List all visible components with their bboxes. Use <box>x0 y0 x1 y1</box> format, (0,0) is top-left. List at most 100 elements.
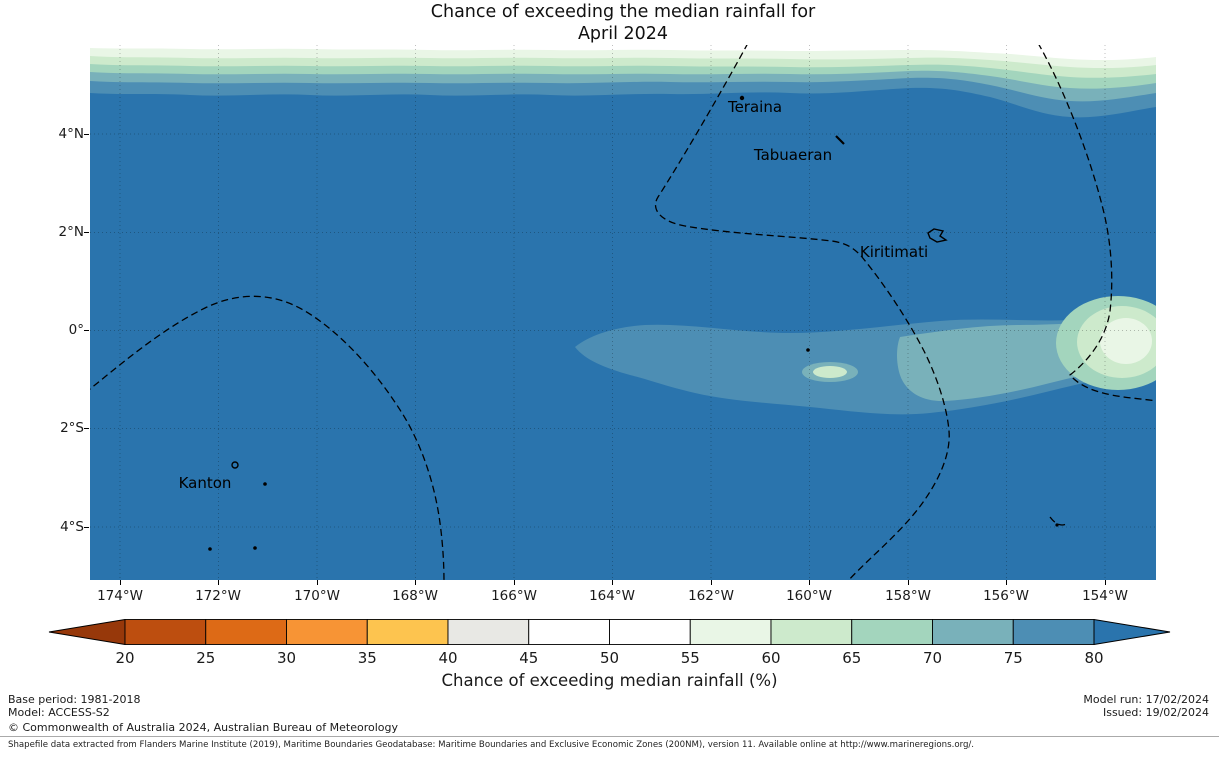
island-marker-kiritimati <box>927 228 948 243</box>
contour-patch-55-60-east <box>1100 318 1152 364</box>
y-tick-mark <box>84 134 89 136</box>
x-tick-label-166w: 166°W <box>491 588 537 604</box>
graticule <box>90 45 1156 580</box>
chart-title-line-1: Chance of exceeding the median rainfall … <box>430 2 816 22</box>
colorbar-segment-35-40 <box>366 619 449 645</box>
y-tick-mark <box>84 232 89 234</box>
footer-left: Base period: 1981-2018 Model: ACCESS-S2 … <box>8 693 398 734</box>
colorbar-label: Chance of exceeding median rainfall (%) <box>441 671 778 690</box>
island-marker-small-1 <box>263 482 267 486</box>
x-tick-mark <box>908 580 910 585</box>
x-tick-label-172w: 172°W <box>195 588 241 604</box>
island-marker-teraina <box>739 95 745 101</box>
x-tick-mark <box>218 580 220 585</box>
y-tick-mark <box>84 428 89 430</box>
colorbar-tick-70: 70 <box>922 649 943 667</box>
contour-blob-60-65 <box>813 366 847 378</box>
x-tick-label-158w: 158°W <box>885 588 931 604</box>
model-text: Model: ACCESS-S2 <box>8 705 110 719</box>
colorbar-svg <box>48 618 1171 646</box>
y-tick-label-4n: 4°N <box>58 126 84 142</box>
colorbar-segment-60-65 <box>770 619 853 645</box>
model-run-text: Model run: 17/02/2024 <box>1083 693 1209 706</box>
colorbar-segment-25-30 <box>205 619 287 645</box>
island-markers <box>208 95 1059 551</box>
eez-boundary-southeast-arc <box>1049 516 1069 526</box>
colorbar-arrow-low <box>48 618 126 646</box>
colorbar-segment-20-25 <box>124 619 207 645</box>
place-label-tabuaeran: Tabuaeran <box>753 146 832 164</box>
y-tick-label-4s: 4°S <box>60 519 84 535</box>
shapefile-attribution-text: Shapefile data extracted from Flanders M… <box>8 740 975 750</box>
issued-text: Issued: 19/02/2024 <box>1102 705 1209 719</box>
x-tick-label-168w: 168°W <box>392 588 438 604</box>
rainfall-probability-map: Teraina Tabuaeran Kiritimati Kanton <box>90 45 1156 580</box>
colorbar-segment-65-70 <box>851 619 933 645</box>
x-tick-mark <box>1105 580 1107 585</box>
island-marker-small-4 <box>806 348 810 352</box>
x-tick-mark <box>415 580 417 585</box>
eez-boundary-west <box>90 295 445 580</box>
x-tick-mark <box>1006 580 1008 585</box>
eez-boundary-east <box>1038 45 1156 402</box>
colorbar-tick-50: 50 <box>599 649 620 667</box>
island-marker-small-3 <box>253 546 257 550</box>
map-svg: Teraina Tabuaeran Kiritimati Kanton <box>90 45 1156 580</box>
x-tick-label-160w: 160°W <box>786 588 832 604</box>
colorbar-segment-75-80 <box>1012 619 1095 645</box>
footer-right: Model run: 17/02/2024 Issued: 19/02/2024 <box>1083 693 1209 719</box>
x-tick-label-162w: 162°W <box>688 588 734 604</box>
contour-fill-gt80 <box>90 45 1156 580</box>
copyright-text: © Commonwealth of Australia 2024, Austra… <box>8 720 398 734</box>
x-tick-mark <box>809 580 811 585</box>
place-label-kiritimati: Kiritimati <box>860 243 928 261</box>
colorbar-tick-80: 80 <box>1084 649 1104 667</box>
colorbar-segment-45-50 <box>528 619 610 645</box>
x-tick-label-164w: 164°W <box>589 588 635 604</box>
x-tick-mark <box>612 580 614 585</box>
colorbar-tick-30: 30 <box>276 649 297 667</box>
colorbar-tick-45: 45 <box>519 649 539 667</box>
place-label-teraina: Teraina <box>727 98 782 116</box>
x-tick-mark <box>514 580 516 585</box>
x-tick-label-174w: 174°W <box>97 588 143 604</box>
base-period-text: Base period: 1981-2018 <box>8 693 141 706</box>
eez-boundary-central <box>654 45 950 580</box>
x-tick-label-156w: 156°W <box>983 588 1029 604</box>
place-label-kanton: Kanton <box>179 474 232 492</box>
x-tick-label-170w: 170°W <box>294 588 340 604</box>
colorbar-tick-60: 60 <box>761 649 781 667</box>
island-marker-tabuaeran <box>835 135 845 145</box>
y-tick-mark <box>84 527 89 529</box>
colorbar-tick-40: 40 <box>438 649 458 667</box>
colorbar-ticks: 20 25 30 35 40 45 50 55 60 65 70 75 80 <box>115 649 1103 667</box>
colorbar-tick-55: 55 <box>680 649 700 667</box>
colorbar-segment-70-75 <box>932 619 1014 645</box>
y-tick-label-2s: 2°S <box>60 420 84 436</box>
x-tick-mark <box>120 580 122 585</box>
colorbar-tick-35: 35 <box>357 649 377 667</box>
footer-divider <box>0 736 1219 737</box>
island-marker-small-2 <box>208 547 212 551</box>
island-marker-kanton <box>231 461 239 469</box>
colorbar-tick-65: 65 <box>842 649 862 667</box>
eez-boundaries <box>90 45 1156 580</box>
colorbar-tick-20: 20 <box>115 649 135 667</box>
x-tick-mark <box>711 580 713 585</box>
y-tick-label-2n: 2°N <box>58 224 84 240</box>
y-tick-mark <box>84 330 89 332</box>
colorbar-arrow-high <box>1093 618 1171 646</box>
contour-band-55-60-north <box>90 45 1156 69</box>
chart-title: Chance of exceeding the median rainfall … <box>90 1 1156 45</box>
y-tick-label-0: 0° <box>68 322 84 338</box>
x-tick-label-154w: 154°W <box>1082 588 1128 604</box>
colorbar-segment-40-45 <box>447 619 530 645</box>
colorbar-tick-25: 25 <box>196 649 216 667</box>
colorbar-segment-50-55 <box>609 619 691 645</box>
x-tick-mark <box>317 580 319 585</box>
colorbar-segment-30-35 <box>286 619 368 645</box>
island-marker-small-5 <box>1055 523 1059 527</box>
chart-title-line-2: April 2024 <box>577 24 669 44</box>
colorbar-segment-55-60 <box>689 619 772 645</box>
